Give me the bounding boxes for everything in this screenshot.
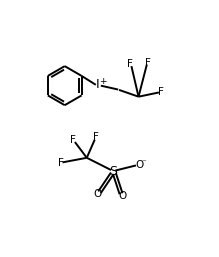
Text: O: O (135, 160, 143, 170)
Text: S: S (109, 165, 117, 178)
Text: I: I (96, 78, 100, 91)
Text: F: F (93, 132, 99, 142)
Text: O: O (93, 189, 102, 199)
Text: F: F (58, 158, 64, 168)
Text: +: + (99, 77, 106, 86)
Text: F: F (158, 87, 164, 97)
Text: O: O (119, 191, 127, 201)
Text: F: F (70, 135, 76, 145)
Text: F: F (145, 58, 151, 68)
Text: F: F (127, 59, 133, 69)
Text: ⁻: ⁻ (141, 158, 146, 167)
